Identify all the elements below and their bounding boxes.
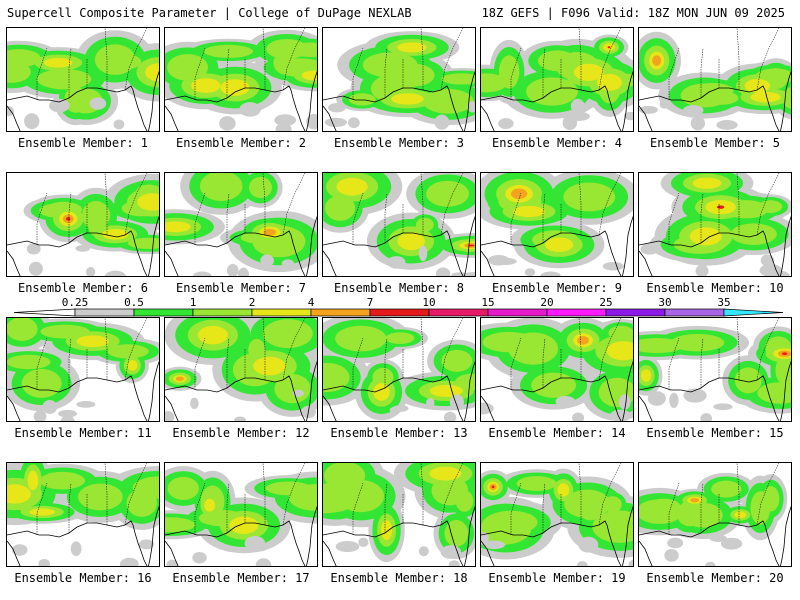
member-label: Ensemble Member: 19 [488,571,626,585]
member-map-panel [638,462,792,567]
colorbar-tick-label: 7 [367,296,374,309]
member-label: Ensemble Member: 16 [14,571,152,585]
colorbar-segment [605,308,666,317]
member-map-panel [164,462,318,567]
colorbar-tick-label: 30 [658,296,671,309]
member-map-panel [322,27,476,132]
colorbar-segment [192,308,253,317]
member-label: Ensemble Member: 4 [491,136,623,150]
colorbar-tick-label: 25 [599,296,612,309]
colorbar-tick-label: 20 [540,296,553,309]
member-map-panel [322,172,476,277]
colorbar-low-end [13,308,76,317]
member-map-panel [638,172,792,277]
member-map-panel [164,317,318,422]
member-label: Ensemble Member: 17 [172,571,310,585]
colorbar-tick-label: 4 [308,296,315,309]
member-label: Ensemble Member: 13 [330,426,468,440]
member-map-panel [480,172,634,277]
colorbar-segment [487,308,548,317]
member-label: Ensemble Member: 18 [330,571,468,585]
member-map-panel [164,27,318,132]
colorbar-tick-label: 10 [422,296,435,309]
member-label: Ensemble Member: 5 [649,136,781,150]
member-label: Ensemble Member: 6 [17,281,149,295]
colorbar-tick-label: 0.25 [62,296,89,309]
colorbar-tick-label: 2 [249,296,256,309]
member-label: Ensemble Member: 1 [17,136,149,150]
member-map-panel [480,27,634,132]
colorbar-segment [723,308,784,317]
colorbar-segment [664,308,725,317]
map-title: Supercell Composite Parameter | College … [7,6,412,20]
member-label: Ensemble Member: 3 [333,136,465,150]
colorbar-segment [74,308,135,317]
member-map-panel [638,317,792,422]
member-label: Ensemble Member: 2 [175,136,307,150]
colorbar-segment [251,308,312,317]
colorbar-segment [133,308,194,317]
member-label: Ensemble Member: 20 [646,571,784,585]
member-map-panel [322,317,476,422]
member-map-panel [480,317,634,422]
colorbar-tick-label: 0.5 [124,296,144,309]
member-map-panel [6,462,160,567]
member-map-panel [6,27,160,132]
colorbar-tick-label: 1 [190,296,197,309]
colorbar-tick-label: 35 [717,296,730,309]
member-label: Ensemble Member: 12 [172,426,310,440]
colorbar-segment [428,308,489,317]
colorbar-segment [369,308,430,317]
member-label: Ensemble Member: 15 [646,426,784,440]
colorbar-segment [310,308,371,317]
member-label: Ensemble Member: 9 [491,281,623,295]
member-map-panel [6,317,160,422]
colorbar-segment [546,308,607,317]
member-map-panel [638,27,792,132]
colorbar-tick-label: 15 [481,296,494,309]
member-map-panel [322,462,476,567]
valid-time: 18Z GEFS | F096 Valid: 18Z MON JUN 09 20… [481,6,785,20]
member-label: Ensemble Member: 11 [14,426,152,440]
member-label: Ensemble Member: 10 [646,281,784,295]
colorbar: 0.25 0.5 1 2 4 7 10 15 20 25 30 35 [13,296,784,317]
member-label: Ensemble Member: 8 [333,281,465,295]
member-label: Ensemble Member: 7 [175,281,307,295]
member-map-panel [6,172,160,277]
member-label: Ensemble Member: 14 [488,426,626,440]
member-map-panel [164,172,318,277]
member-map-panel [480,462,634,567]
